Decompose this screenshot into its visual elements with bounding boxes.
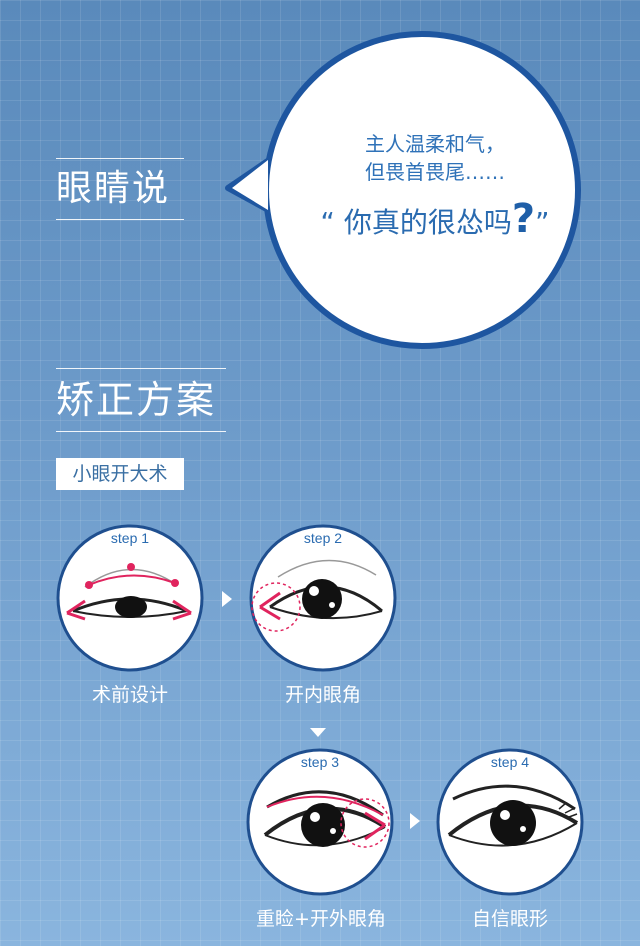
step-1-illustration: step 1 [55, 523, 205, 673]
section-title-eyes-say: 眼睛说 [56, 158, 184, 220]
step-3-illustration: step 3 [245, 747, 395, 897]
step-3-badge: step 3 [301, 754, 339, 770]
step-4-illustration: step 4 [435, 747, 585, 897]
step-2-illustration: step 2 [248, 523, 398, 673]
arrow-down-icon [310, 728, 326, 737]
section-title-correction-plan: 矫正方案 [56, 368, 226, 432]
speech-bubble [225, 31, 581, 349]
step-4-label: 自信眼形 [471, 908, 548, 930]
bubble-question-text: “ 你真的很怂吗 [320, 206, 512, 239]
step-1-label: 术前设计 [91, 684, 168, 706]
step-2-badge: step 2 [304, 530, 342, 546]
bubble-line-1: 主人温柔和气， [365, 132, 505, 156]
step-4-badge: step 4 [491, 754, 529, 770]
bubble-close-quote: ” [535, 206, 550, 239]
arrow-right-icon [222, 591, 232, 607]
step-2-label: 开内眼角 [284, 684, 361, 706]
procedure-tag: 小眼开大术 [56, 458, 184, 490]
arrow-right-icon [410, 813, 420, 829]
step-1-badge: step 1 [111, 530, 149, 546]
bubble-line-3: “ 你真的很怂吗?” [300, 196, 570, 242]
question-mark-icon: ? [511, 196, 536, 242]
bubble-line-2: 但畏首畏尾…… [365, 160, 505, 184]
step-3-label: 重睑+开外眼角 [256, 908, 386, 930]
